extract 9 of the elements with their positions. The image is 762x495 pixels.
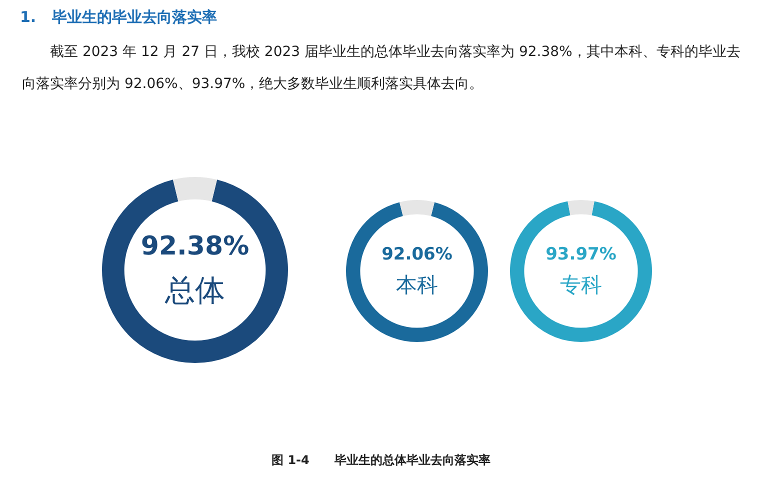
data-label: 93.97%	[546, 244, 616, 265]
slice-label: 本科	[396, 273, 438, 298]
data-label: 92.06%	[382, 244, 452, 265]
data-label: 92.38%	[140, 231, 250, 262]
slice-label: 总体	[164, 273, 225, 308]
slice-label: 专科	[560, 273, 602, 298]
caption: 图 1-4 毕业生的总体毕业去向落实率	[270, 452, 492, 469]
chart-title: 1. 毕业生的毕业去向落实率	[20, 8, 217, 27]
text: 截至 2023 年 12 月 27 日，我校 2023 届毕业生的总体毕业去向落实率为 92.38%，其中本科、专科的毕业去向落实率分别为 92.06%、93.97%，绝大多数毕业生顺利落实具体去向。	[22, 43, 742, 94]
